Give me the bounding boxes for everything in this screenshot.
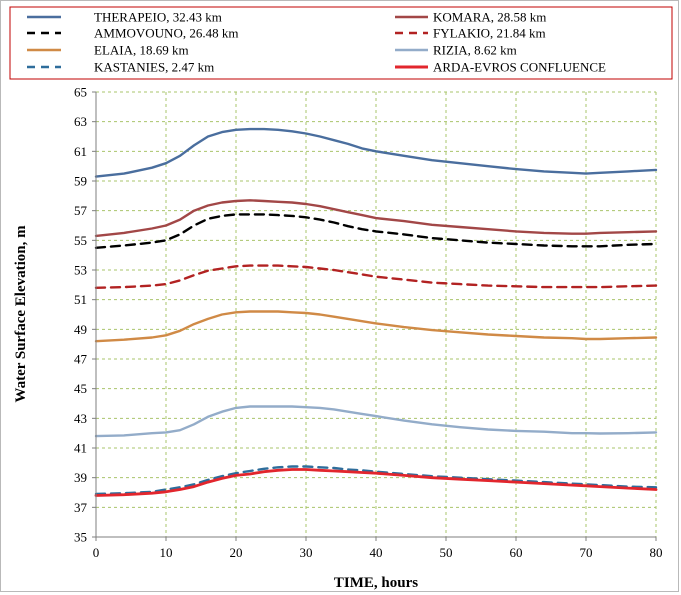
legend-label-ammovouno-26-48-km: AMMOVOUNO, 26.48 km — [94, 26, 238, 41]
series-line-ammovouno-26-48-km — [94, 213, 658, 250]
legend-box — [9, 6, 673, 80]
legend-label-elaia-18-69-km: ELAIA, 18.69 km — [94, 43, 189, 58]
x-tick-label: 20 — [230, 545, 243, 560]
y-tick-label: 47 — [74, 352, 88, 367]
y-tick-label: 55 — [74, 233, 87, 248]
x-tick-label: 0 — [93, 545, 100, 560]
y-tick-label: 39 — [74, 470, 87, 485]
series-line-kastanies-2-47-km — [94, 465, 658, 496]
y-tick-label: 59 — [74, 174, 87, 189]
x-tick-label: 40 — [370, 545, 383, 560]
x-tick-label: 60 — [510, 545, 523, 560]
series-line-rizia-8-62-km — [94, 405, 658, 438]
series-line-arda-evros-confluence — [94, 468, 658, 497]
y-tick-label: 43 — [74, 411, 87, 426]
grid — [96, 91, 657, 537]
x-tick-label: 10 — [160, 545, 173, 560]
series-line-therapeio-32-43-km — [94, 127, 658, 178]
y-tick-label: 57 — [74, 203, 88, 218]
y-tick-label: 45 — [74, 381, 87, 396]
x-tick-label: 50 — [440, 545, 453, 560]
y-axis-title: Water Surface Elevation, m — [13, 225, 29, 403]
y-tick-label: 63 — [74, 114, 87, 129]
legend-label-therapeio-32-43-km: THERAPEIO, 32.43 km — [94, 10, 222, 25]
series-lines — [94, 127, 658, 497]
x-tick-label: 80 — [650, 545, 663, 560]
legend-label-rizia-8-62-km: RIZIA, 8.62 km — [433, 43, 517, 58]
y-tick-label: 61 — [74, 144, 87, 159]
legend-label-kastanies-2-47-km: KASTANIES, 2.47 km — [94, 60, 214, 75]
series-line-fylakio-21-84-km — [94, 264, 658, 289]
y-tick-label: 51 — [74, 292, 87, 307]
y-tick-label: 65 — [74, 85, 87, 100]
legend-label-arda-evros-confluence: ARDA-EVROS CONFLUENCE — [433, 60, 606, 75]
axes: 35 37 39 41 43 45 47 49 51 53 55 57 59 61 63 65 0 10 20 30 4… — [74, 85, 663, 561]
legend: THERAPEIO, 32.43 km KOMARA, 28.58 km AMMOV… — [9, 6, 673, 80]
legend-label-fylakio-21-84-km: FYLAKIO, 21.84 km — [433, 26, 546, 41]
y-tick-label: 53 — [74, 263, 87, 278]
x-axis-title: TIME, hours — [334, 575, 418, 591]
series-line-elaia-18-69-km — [94, 310, 658, 343]
x-tick-label: 70 — [580, 545, 593, 560]
y-tick-label: 49 — [74, 322, 87, 337]
y-tick-label: 37 — [74, 500, 88, 515]
y-tick-label: 35 — [74, 530, 87, 545]
legend-label-komara-28-58-km: KOMARA, 28.58 km — [433, 10, 546, 25]
series-line-komara-28-58-km — [94, 199, 658, 238]
x-tick-label: 30 — [300, 545, 313, 560]
y-tick-label: 41 — [74, 441, 87, 456]
